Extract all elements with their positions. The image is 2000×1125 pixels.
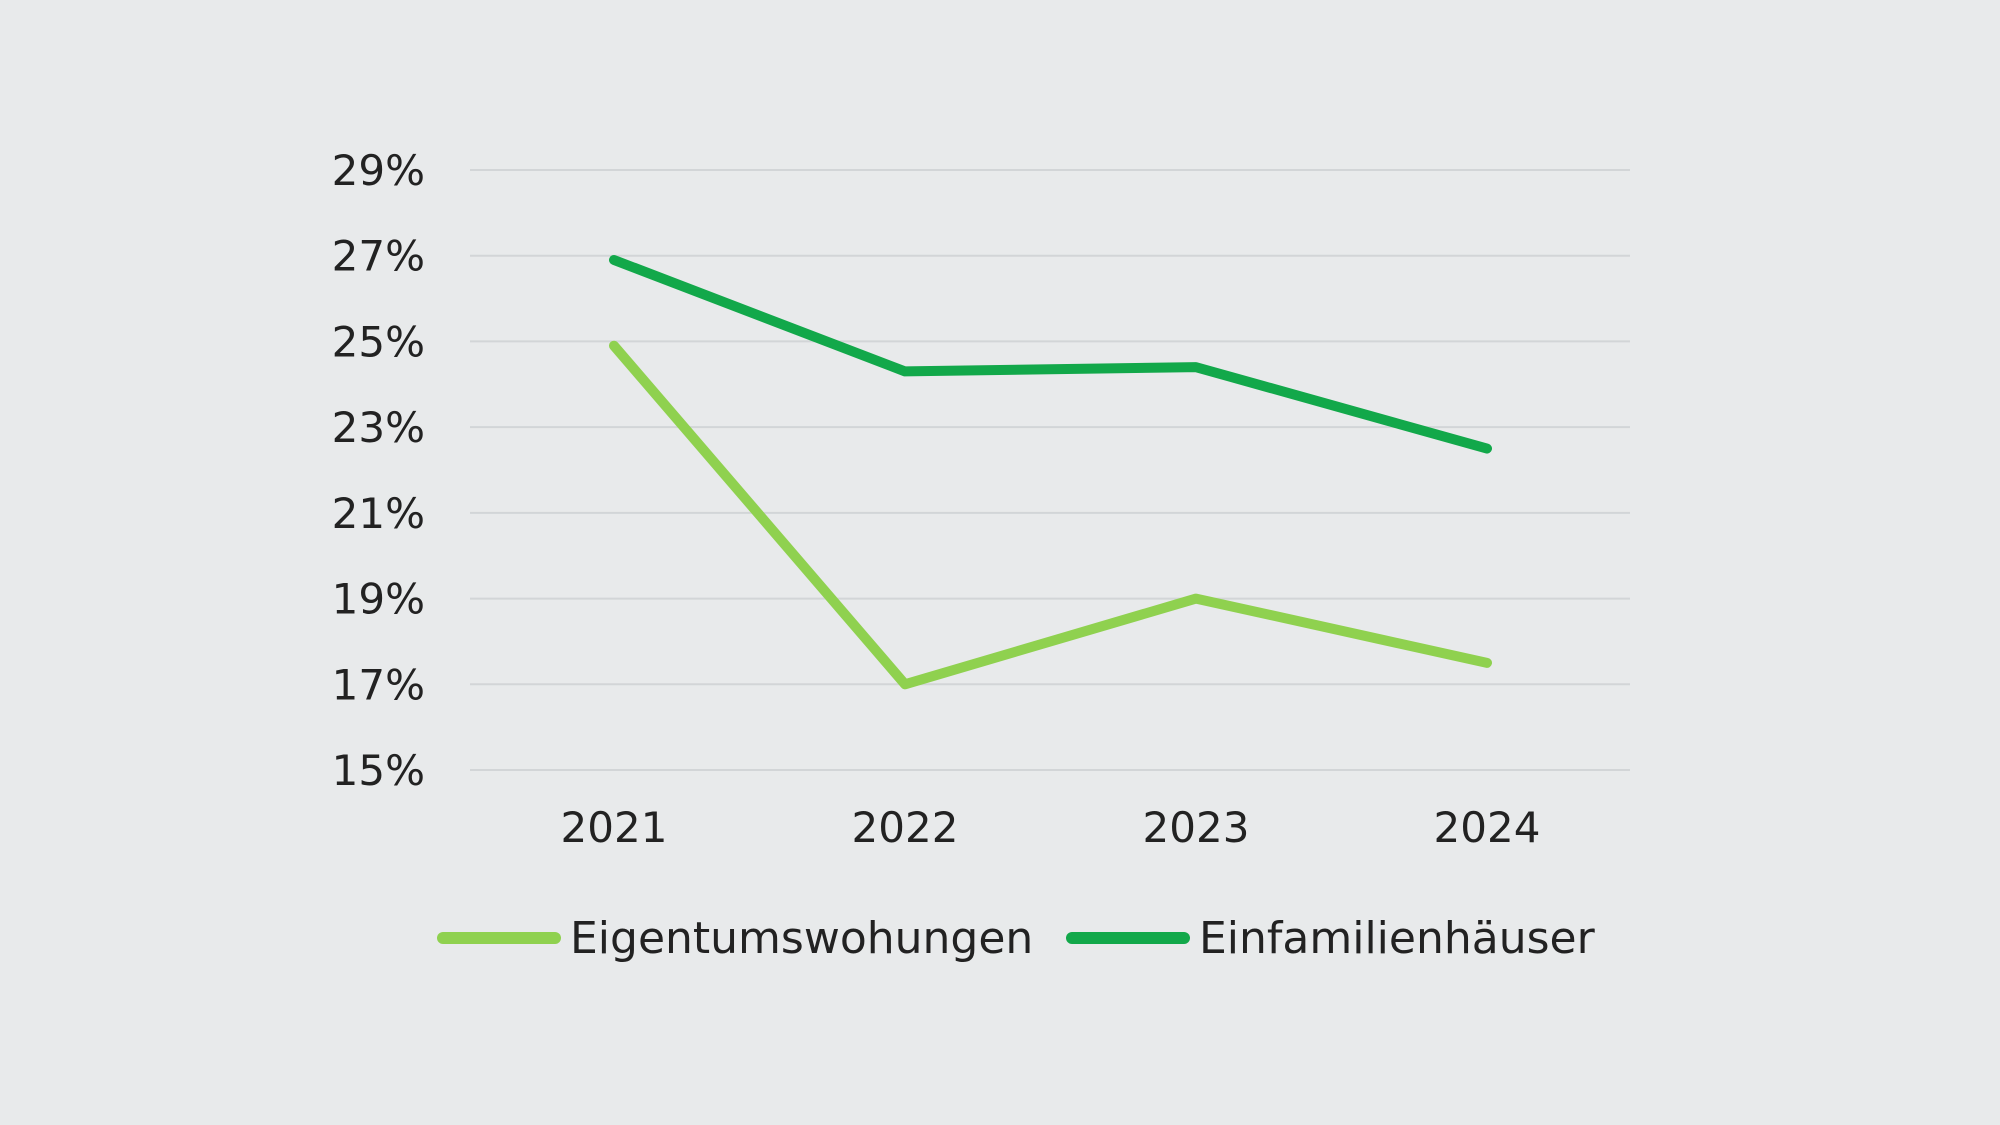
y-tick-label: 19% — [332, 575, 425, 624]
y-axis-ticks: 15% 17% 19% 21% 23% 25% 27% 29% — [332, 146, 425, 795]
y-tick-label: 23% — [332, 403, 425, 452]
y-tick-label: 21% — [332, 489, 425, 538]
series-lines — [609, 255, 1492, 690]
series-line-0 — [609, 340, 1492, 690]
legend-label: Einfamilienhäuser — [1199, 913, 1596, 964]
x-tick-label: 2022 — [852, 803, 959, 852]
legend-label: Eigentumswohungen — [570, 913, 1033, 964]
y-tick-label: 17% — [332, 660, 425, 709]
series-line-1 — [609, 255, 1492, 454]
x-axis-ticks: 2021 2022 2023 2024 — [561, 803, 1541, 852]
legend: Eigentumswohungen Einfamilienhäuser — [437, 913, 1596, 964]
x-tick-label: 2021 — [561, 803, 668, 852]
y-tick-label: 25% — [332, 317, 425, 366]
gridlines — [470, 169, 1630, 771]
x-tick-label: 2024 — [1434, 803, 1541, 852]
y-tick-label: 29% — [332, 146, 425, 195]
y-tick-label: 15% — [332, 746, 425, 795]
x-tick-label: 2023 — [1143, 803, 1250, 852]
y-tick-label: 27% — [332, 232, 425, 281]
